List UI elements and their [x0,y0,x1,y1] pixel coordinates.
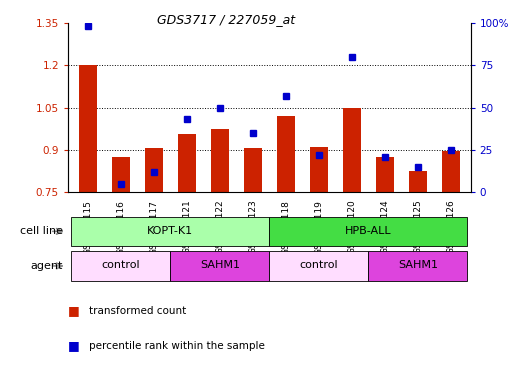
Text: GDS3717 / 227059_at: GDS3717 / 227059_at [157,13,295,26]
Text: KOPT-K1: KOPT-K1 [147,226,194,236]
Text: SAHM1: SAHM1 [200,260,240,270]
Bar [376,157,394,192]
Text: SAHM1: SAHM1 [398,260,438,270]
Bar [368,251,468,281]
Bar [277,116,295,192]
Text: cell line: cell line [20,226,63,237]
Text: HPB-ALL: HPB-ALL [345,226,392,236]
Bar [79,65,97,192]
Bar [310,147,328,192]
Text: ■: ■ [68,305,79,318]
Bar [343,108,361,192]
Bar [269,251,368,281]
Bar [244,148,262,192]
Bar [442,151,460,192]
Text: agent: agent [30,261,63,271]
Text: control: control [101,260,140,270]
Text: transformed count: transformed count [89,306,186,316]
Bar [269,217,468,246]
Bar [178,134,196,192]
Bar [409,171,427,192]
Bar [211,129,229,192]
Bar [71,217,269,246]
Bar [112,157,130,192]
Bar [145,148,163,192]
Text: percentile rank within the sample: percentile rank within the sample [89,341,265,351]
Bar [71,251,170,281]
Text: control: control [300,260,338,270]
Text: ■: ■ [68,339,79,352]
Bar [170,251,269,281]
